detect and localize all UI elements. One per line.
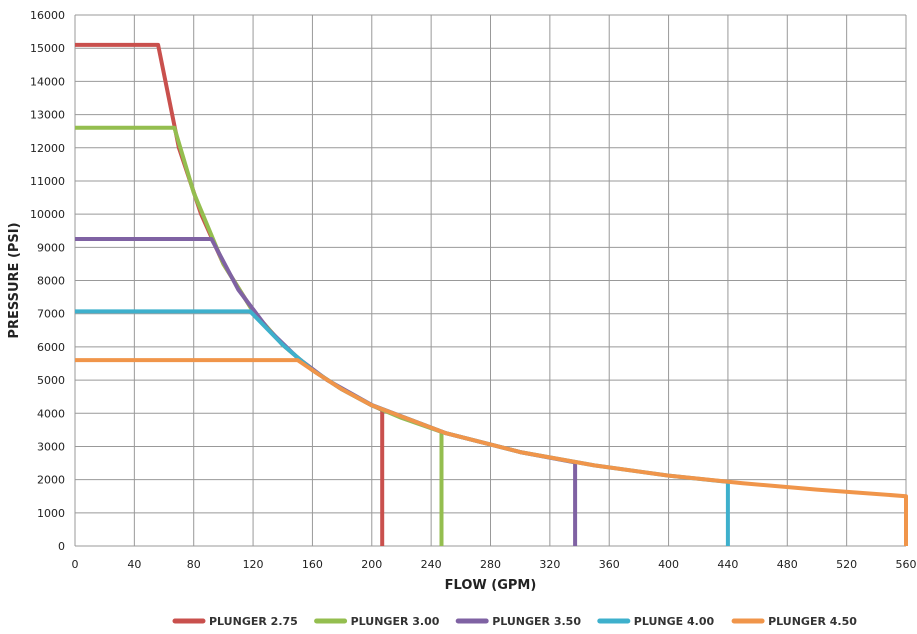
x-tick-label: 520	[836, 558, 857, 571]
x-tick-label: 200	[361, 558, 382, 571]
legend: PLUNGER 2.75 PLUNGER 3.00 PLUNGER 3.50 PLUN…	[175, 615, 857, 628]
x-tick-label: 0	[72, 558, 79, 571]
legend-label: PLUNGER 3.00	[351, 615, 440, 628]
series-line	[75, 128, 442, 546]
legend-label: PLUNGE 4.00	[634, 615, 715, 628]
grid	[75, 15, 906, 546]
y-tick-label: 5000	[37, 374, 65, 387]
y-tick-label: 8000	[37, 275, 65, 288]
y-axis-ticks: 0 1000 2000 3000 4000 5000 6000 7000 8000 9000 100…	[30, 9, 65, 553]
y-axis-title: PRESSURE (PSI)	[7, 222, 22, 338]
y-tick-label: 9000	[37, 241, 65, 254]
x-tick-label: 280	[480, 558, 501, 571]
legend-label: PLUNGER 4.50	[768, 615, 857, 628]
y-tick-label: 4000	[37, 407, 65, 420]
x-tick-label: 40	[127, 558, 141, 571]
y-tick-label: 13000	[30, 109, 65, 122]
x-tick-label: 560	[896, 558, 917, 571]
x-tick-label: 480	[777, 558, 798, 571]
x-tick-label: 80	[187, 558, 201, 571]
x-tick-label: 240	[421, 558, 442, 571]
x-tick-label: 400	[658, 558, 679, 571]
y-tick-label: 14000	[30, 75, 65, 88]
y-tick-label: 11000	[30, 175, 65, 188]
y-tick-label: 3000	[37, 440, 65, 453]
y-tick-label: 2000	[37, 474, 65, 487]
y-tick-label: 16000	[30, 9, 65, 22]
x-tick-label: 120	[243, 558, 264, 571]
series-line	[75, 45, 382, 546]
x-tick-label: 360	[599, 558, 620, 571]
x-axis-title: FLOW (GPM)	[445, 578, 537, 593]
x-axis-ticks: 0 40 80 120 160 200 240 280 320 360 400 440 480 520 56…	[72, 558, 917, 571]
y-tick-label: 7000	[37, 308, 65, 321]
y-tick-label: 6000	[37, 341, 65, 354]
x-tick-label: 160	[302, 558, 323, 571]
series-line	[75, 239, 575, 546]
x-tick-label: 320	[539, 558, 560, 571]
x-tick-label: 440	[717, 558, 738, 571]
y-tick-label: 0	[58, 540, 65, 553]
y-tick-label: 12000	[30, 142, 65, 155]
legend-label: PLUNGER 2.75	[209, 615, 298, 628]
legend-label: PLUNGER 3.50	[492, 615, 581, 628]
y-tick-label: 10000	[30, 208, 65, 221]
y-tick-label: 1000	[37, 507, 65, 520]
y-tick-label: 15000	[30, 42, 65, 55]
